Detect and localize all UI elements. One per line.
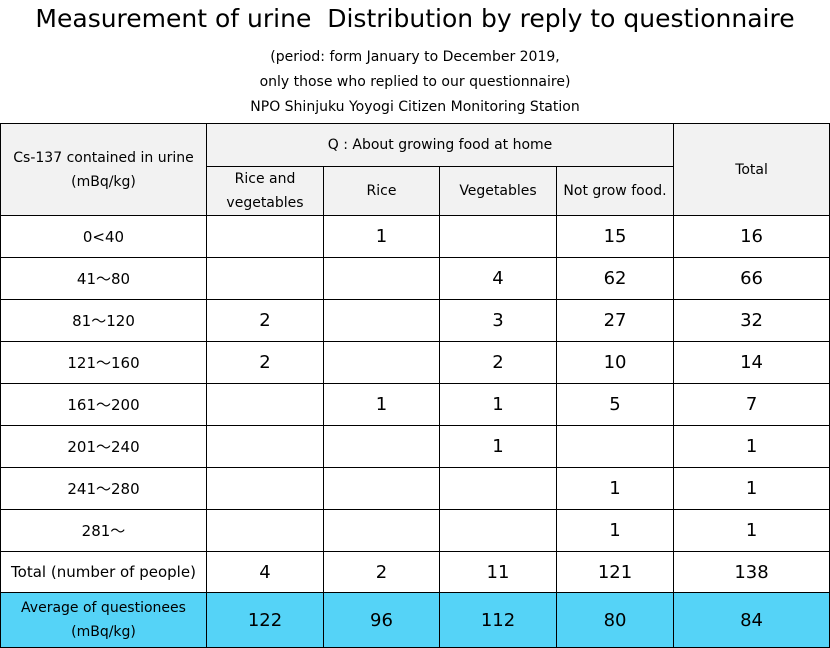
table-cell: 62 [555,257,675,300]
table-cell [555,425,675,468]
row-header-cs137: Cs-137 contained in urine (mBq/kg) [0,123,207,216]
table-row: 41～80 4 62 66 [0,257,830,300]
row-total: 66 [673,257,830,300]
table-cell [323,425,440,468]
period-line-1: (period: form January to December 2019, [270,49,560,65]
page-title: Measurement of urine Distribution by rep… [35,4,795,33]
table-cell [206,509,324,552]
table-cell: 27 [555,299,675,342]
table-cell: 11 [439,551,557,593]
total-header: Total [673,123,830,216]
table-cell: 1 [555,509,675,552]
table-cell [439,215,557,258]
row-total: 1 [673,467,830,510]
table-cell [439,509,557,552]
table-cell [323,467,440,510]
column-header-rice-and-vegetables: Rice and vegetables [206,166,324,216]
table-row: 281～ 1 1 [0,509,830,552]
table-row: 0<40 1 15 16 [0,215,830,258]
distribution-table: Cs-137 contained in urine (mBq/kg) Q : A… [0,123,830,648]
table-cell [206,383,324,426]
table-cell: 1 [439,425,557,468]
table-cell [323,257,440,300]
table-cell: 121 [555,551,675,593]
row-total: 32 [673,299,830,342]
row-total: 7 [673,383,830,426]
row-total: 16 [673,215,830,258]
table-cell: 122 [206,592,324,648]
table-cell: 2 [206,299,324,342]
average-row: Average of questionees (mBq/kg) 122 96 1… [0,592,830,648]
header-row-bottom: Rice and vegetables Rice Vegetables Not … [1,166,830,216]
average-total: 84 [673,592,830,648]
table-row: 241～280 1 1 [0,467,830,510]
table-cell: 1 [555,467,675,510]
row-total: 14 [673,341,830,384]
column-header-rice: Rice [323,166,440,216]
table-cell: 96 [323,592,440,648]
table-row: 81～120 2 3 27 32 [0,299,830,342]
header-row-top: Cs-137 contained in urine (mBq/kg) Q : A… [0,123,830,216]
table-cell [323,509,440,552]
table-cell [439,467,557,510]
table-cell: 2 [323,551,440,593]
table-cell: 4 [439,257,557,300]
table-cell [206,467,324,510]
range-label: 121～160 [0,341,207,384]
table-cell: 10 [555,341,675,384]
range-label: 41～80 [0,257,207,300]
row-total: 1 [673,509,830,552]
row-total: 1 [673,425,830,468]
table-cell [206,257,324,300]
table-cell: 1 [323,215,440,258]
group-header-growing-food: Q : About growing food at home [205,123,675,167]
table-cell [206,215,324,258]
table-cell: 1 [323,383,440,426]
total-row: Total (number of people) 4 2 11 121 138 [0,551,830,593]
range-label: 241～280 [0,467,207,510]
period-line-2: only those who replied to our questionna… [259,74,571,90]
table-cell [323,299,440,342]
column-header-vegetables: Vegetables [439,166,557,216]
range-label: 281～ [0,509,207,552]
column-header-not-grow-food: Not grow food. [555,166,675,216]
total-row-label: Total (number of people) [0,551,207,593]
table-cell: 15 [555,215,675,258]
range-label: 0<40 [0,215,207,258]
average-row-label: Average of questionees (mBq/kg) [0,592,207,648]
range-label: 161～200 [0,383,207,426]
grand-total: 138 [673,551,830,593]
table-cell: 3 [439,299,557,342]
table-cell: 2 [439,341,557,384]
table-row: 121～160 2 2 10 14 [0,341,830,384]
range-label: 201～240 [0,425,207,468]
table-cell: 4 [206,551,324,593]
table-cell: 112 [439,592,557,648]
table-cell [323,341,440,384]
table-cell: 5 [555,383,675,426]
table-cell: 80 [555,592,675,648]
table-row: 201～240 1 1 [0,425,830,468]
table-cell [206,425,324,468]
table-cell: 1 [439,383,557,426]
organization-name: NPO Shinjuku Yoyogi Citizen Monitoring S… [250,99,580,115]
table-cell: 2 [206,341,324,384]
range-label: 81～120 [0,299,207,342]
table-row: 161～200 1 1 5 7 [0,383,830,426]
